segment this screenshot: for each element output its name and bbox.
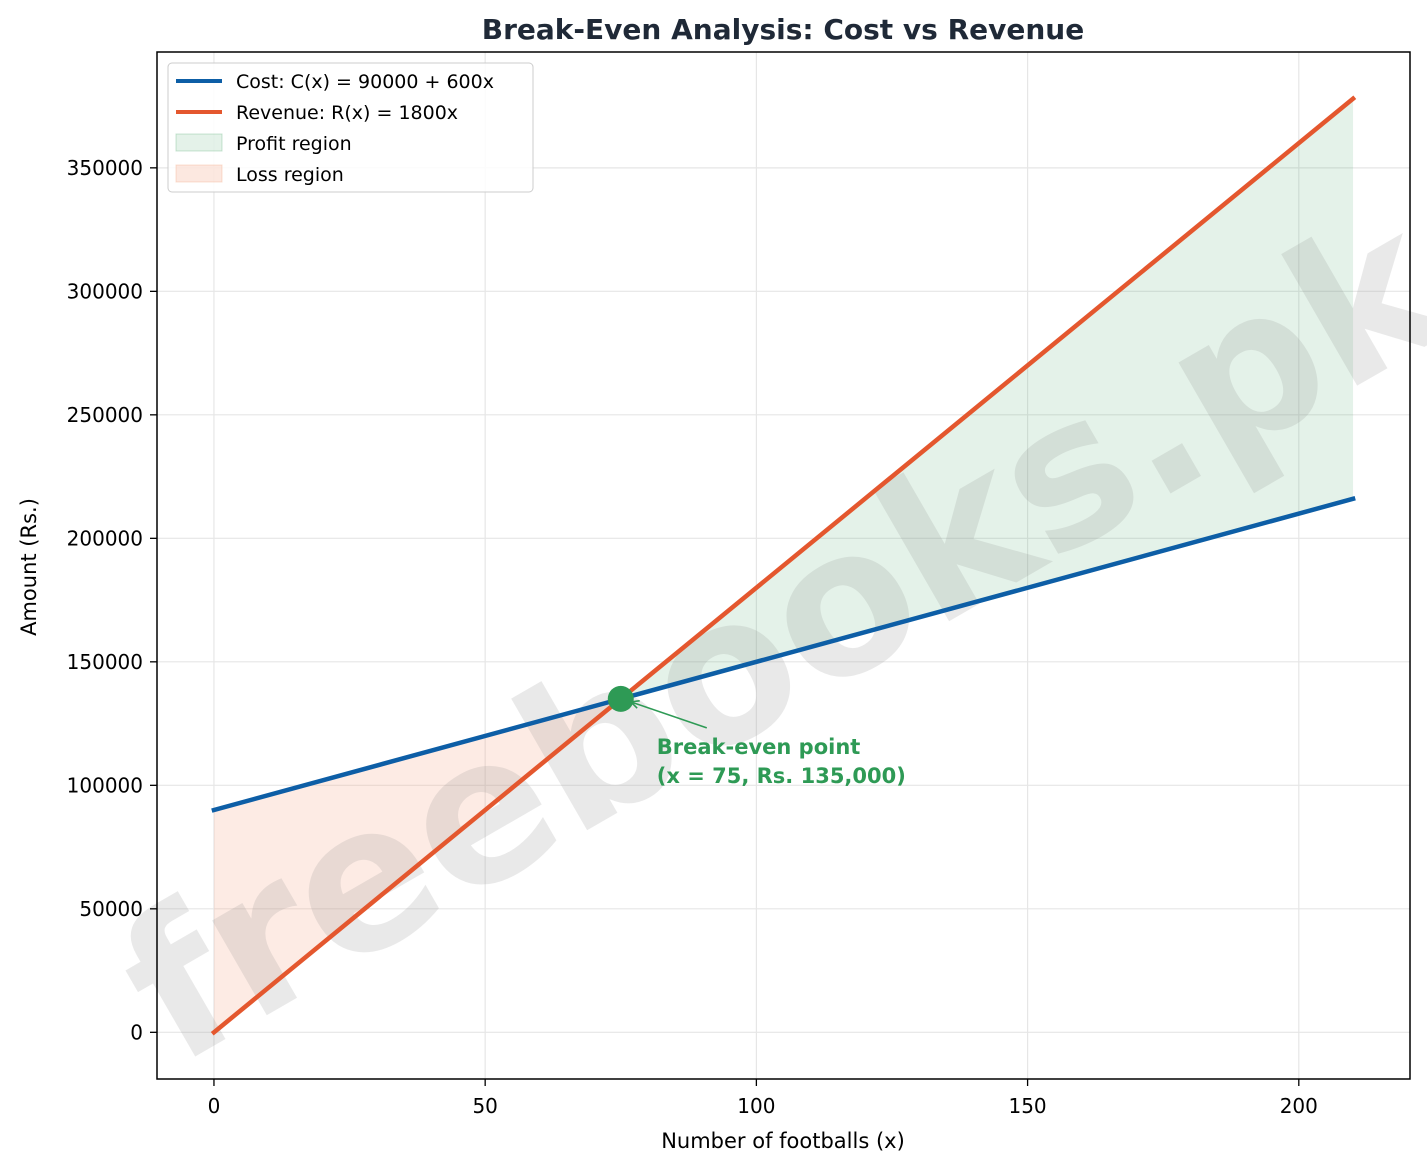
legend-label-cost: Cost: C(x) = 90000 + 600x <box>236 71 494 93</box>
legend-box <box>167 62 534 193</box>
break-even-arrow <box>630 701 708 729</box>
y-tick-label: 100000 <box>67 773 143 797</box>
legend-label-revenue: Revenue: R(x) = 1800x <box>236 102 458 124</box>
break-even-label-line-2: (x = 75, Rs. 135,000) <box>657 764 906 788</box>
revenue-line <box>210 95 1357 1036</box>
break-even-label-line-1: Break-even point <box>657 735 861 759</box>
break-even-marker <box>607 685 634 712</box>
chart-title: Break-Even Analysis: Cost vs Revenue <box>482 13 1084 46</box>
legend-swatch-profit <box>175 133 223 152</box>
axis-ticks: 0 50 100 150 200 0 50000 100000 150000 200000 2500… <box>67 156 1318 1118</box>
x-tick-label: 50 <box>472 1094 497 1118</box>
series-lines <box>210 95 1357 1036</box>
watermark: freebooks.pk <box>84 165 1427 1108</box>
legend-label-profit: Profit region <box>236 133 352 155</box>
break-even-annotation: Break-even point (x = 75, Rs. 135,000) <box>607 685 906 788</box>
x-tick-label: 150 <box>1008 1094 1046 1118</box>
plot-frame <box>156 51 1411 1080</box>
y-tick-label: 50000 <box>79 897 143 921</box>
y-axis-label: Amount (Rs.) <box>17 498 41 636</box>
x-tick-label: 100 <box>737 1094 775 1118</box>
y-tick-label: 200000 <box>67 526 143 550</box>
x-tick-label: 200 <box>1280 1094 1318 1118</box>
y-tick-label: 300000 <box>67 279 143 303</box>
y-tick-label: 0 <box>130 1020 143 1044</box>
legend-label-loss: Loss region <box>236 164 344 186</box>
x-tick-label: 0 <box>208 1094 221 1118</box>
legend: Cost: C(x) = 90000 + 600x Revenue: R(x) … <box>167 62 534 193</box>
legend-swatch-loss <box>175 164 223 183</box>
y-tick-label: 250000 <box>67 403 143 427</box>
y-tick-label: 350000 <box>67 156 143 180</box>
x-axis-label: Number of footballs (x) <box>661 1129 905 1153</box>
y-tick-label: 150000 <box>67 650 143 674</box>
